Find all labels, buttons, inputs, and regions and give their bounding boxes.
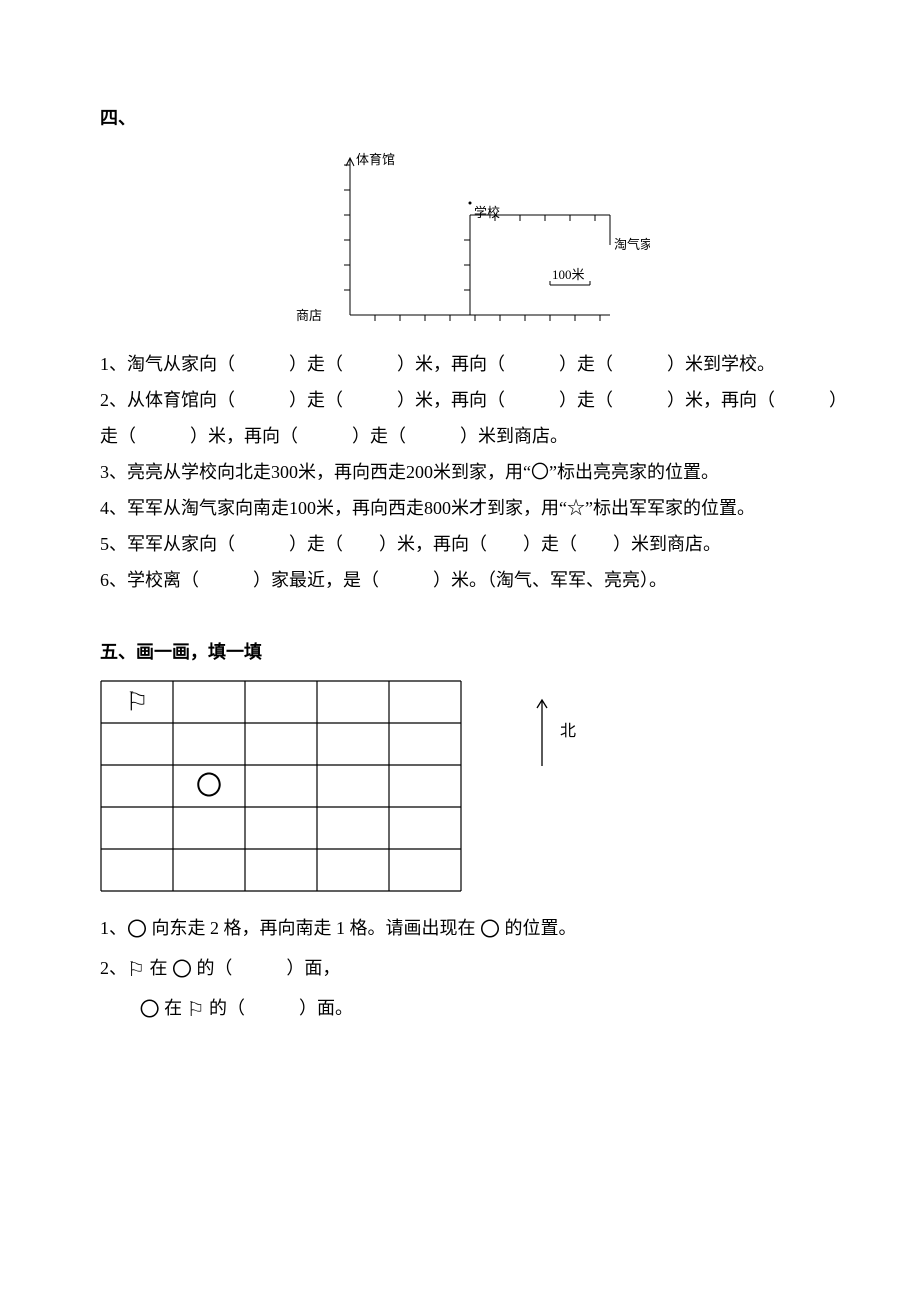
section-5-heading: 五、画一画，填一填 <box>100 634 840 670</box>
s5-q2-prefix: 2、 <box>100 958 127 978</box>
s4-q1: 1、淘气从家向（ ）走（ ）米，再向（ ）走（ ）米到学校。 <box>100 346 840 382</box>
svg-text:体育馆: 体育馆 <box>356 152 395 167</box>
circle-icon: 〇 <box>480 919 500 941</box>
flag-icon: ⚐ <box>187 999 205 1021</box>
svg-text:⚐: ⚐ <box>125 688 148 717</box>
section-4-heading: 四、 <box>100 100 840 136</box>
s5-q2-suf1: 的（ ）面， <box>192 958 341 978</box>
svg-text:学校: 学校 <box>474 205 500 220</box>
s5-q1-suffix: 的位置。 <box>500 918 577 938</box>
north-arrow-icon <box>532 694 552 770</box>
section-5-figure-row: ⚐〇 北 <box>100 680 840 892</box>
svg-text:〇: 〇 <box>196 772 222 801</box>
s5-q2-line2: 〇 在 ⚐ 的（ ）面。 <box>100 990 840 1030</box>
grid-figure: ⚐〇 <box>100 680 462 892</box>
s4-q5: 5、军军从家向（ ）走（ ）米，再向（ ）走（ ）米到商店。 <box>100 526 840 562</box>
s4-q2: 2、从体育馆向（ ）走（ ）米，再向（ ）走（ ）米，再向（ ）走（ ）米，再向… <box>100 382 840 454</box>
s5-q1-prefix: 1、 <box>100 918 127 938</box>
s4-q3: 3、亮亮从学校向北走300米，再向西走200米到家，用“〇”标出亮亮家的位置。 <box>100 454 840 490</box>
s5-q1: 1、〇 向东走 2 格，再向南走 1 格。请画出现在 〇 的位置。 <box>100 910 840 950</box>
svg-text:淘气家: 淘气家 <box>614 237 650 252</box>
north-indicator: 北 <box>532 694 576 770</box>
north-label: 北 <box>560 716 576 748</box>
s5-q2-line1: 2、⚐ 在 〇 的（ ）面， <box>100 950 840 990</box>
flag-icon: ⚐ <box>127 959 145 981</box>
s4-q6: 6、学校离（ ）家最近，是（ ）米。（淘气、军军、亮亮）。 <box>100 562 840 598</box>
s5-q2-mid2: 在 <box>160 998 187 1018</box>
s4-q4: 4、军军从淘气家向南走100米，再向西走800米才到家，用“☆”标出军军家的位置… <box>100 490 840 526</box>
circle-icon: 〇 <box>127 919 147 941</box>
svg-text:商店: 商店 <box>296 308 322 323</box>
circle-icon: 〇 <box>172 959 192 981</box>
s5-q2-suf2: 的（ ）面。 <box>205 998 354 1018</box>
svg-text:100米: 100米 <box>552 267 585 282</box>
section-5-questions: 1、〇 向东走 2 格，再向南走 1 格。请画出现在 〇 的位置。 2、⚐ 在 … <box>100 910 840 1030</box>
map-figure: 体育馆学校商店 淘气家 100米 <box>290 140 650 340</box>
s5-q1-mid: 向东走 2 格，再向南走 1 格。请画出现在 <box>147 918 480 938</box>
circle-icon: 〇 <box>140 999 160 1021</box>
s5-q2-mid1: 在 <box>145 958 172 978</box>
